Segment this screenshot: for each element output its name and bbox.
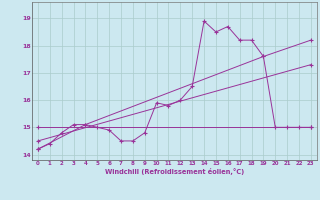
X-axis label: Windchill (Refroidissement éolien,°C): Windchill (Refroidissement éolien,°C): [105, 168, 244, 175]
